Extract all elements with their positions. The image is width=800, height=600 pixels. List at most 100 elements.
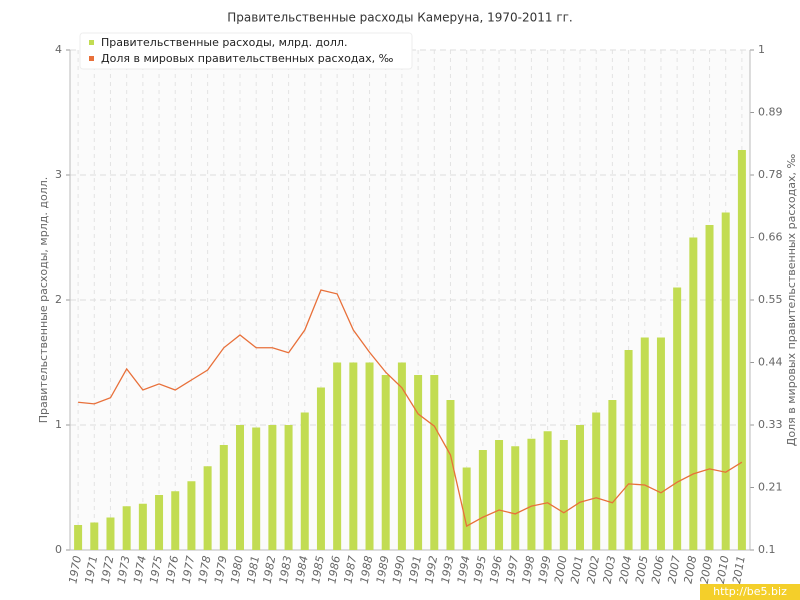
bar [349, 362, 358, 550]
y2-tick-label: 0.89 [758, 106, 783, 119]
legend-entry: Доля в мировых правительственных расхода… [101, 52, 394, 65]
bar [737, 150, 746, 550]
line [78, 289, 743, 528]
x-tick-label: 1989 [374, 555, 392, 585]
bar [268, 425, 277, 550]
bar [252, 427, 261, 550]
x-tick-label: 1979 [212, 555, 230, 585]
watermark: http://be5.biz [713, 585, 787, 598]
bar [576, 425, 584, 550]
bar [236, 425, 244, 550]
bar [543, 431, 552, 550]
y2-tick-label: 0.44 [758, 356, 783, 369]
x-tick-label: 2000 [552, 555, 570, 585]
x-tick-label: 1976 [163, 555, 181, 585]
y-tick-label: 4 [55, 43, 62, 56]
x-tick-label: 1988 [358, 555, 376, 585]
bar [397, 362, 406, 550]
y2-tick-label: 1 [758, 43, 765, 56]
y-tick-label: 3 [55, 168, 62, 181]
x-tick-label: 2007 [665, 555, 683, 585]
bar [721, 212, 730, 550]
x-tick-label: 1972 [99, 555, 117, 585]
x-tick-label: 2009 [698, 555, 716, 585]
y-tick-label: 1 [55, 418, 62, 431]
x-tick-label: 1987 [342, 555, 360, 585]
x-tick-label: 1975 [147, 555, 165, 585]
x-tick-label: 2008 [682, 555, 700, 585]
x-tick-label: 1990 [390, 555, 408, 585]
y2-tick-label: 0.55 [758, 293, 783, 306]
bar [527, 438, 536, 550]
bar [656, 337, 665, 550]
bar [300, 412, 309, 550]
x-tick-label: 1986 [325, 555, 343, 585]
bar [333, 362, 342, 550]
x-tick-label: 2003 [601, 555, 619, 585]
y2-axis-label: Доля в мировых правительственных расхода… [785, 154, 798, 447]
x-tick-label: 1995 [471, 555, 489, 585]
x-tick-label: 1985 [309, 555, 327, 585]
x-tick-label: 1981 [244, 555, 262, 585]
bar [171, 491, 180, 550]
x-tick-label: 2010 [714, 555, 732, 585]
bar [673, 287, 682, 550]
x-tick-label: 1970 [66, 555, 84, 585]
y2-tick-label: 0.78 [758, 168, 783, 181]
watermark-bg [700, 584, 800, 600]
bar [284, 425, 293, 550]
x-tick-label: 1983 [277, 555, 295, 585]
bar [106, 517, 115, 550]
bar [624, 350, 633, 550]
legend-swatch [89, 56, 94, 61]
bar [74, 525, 83, 550]
x-tick-label: 1978 [196, 555, 214, 585]
bar [365, 362, 374, 550]
bar [495, 440, 504, 550]
bar [511, 446, 520, 550]
x-tick-label: 1996 [487, 555, 505, 585]
x-tick-label: 1993 [439, 555, 457, 585]
bar [122, 506, 131, 550]
bar [430, 375, 439, 550]
bar [203, 466, 212, 550]
y-axis-label: Правительственные расходы, мрлд. долл. [37, 177, 50, 423]
bar [608, 400, 617, 550]
legend-box [79, 32, 413, 70]
x-tick-label: 1998 [520, 555, 538, 585]
bar [414, 375, 423, 550]
x-tick-label: 1991 [406, 555, 424, 585]
y2-tick-label: 0.33 [758, 418, 783, 431]
y-tick-label: 2 [55, 293, 62, 306]
x-tick-label: 1997 [503, 555, 521, 585]
bar [705, 225, 714, 550]
bar [381, 375, 390, 550]
x-tick-label: 1977 [180, 555, 198, 585]
bar [316, 387, 325, 550]
bar [559, 440, 568, 550]
x-tick-label: 1994 [455, 555, 473, 585]
x-tick-label: 1974 [131, 555, 149, 585]
legend-entry: Правительственные расходы, млрд. долл. [101, 36, 347, 49]
bar [462, 467, 471, 550]
x-tick-label: 2001 [568, 555, 586, 585]
x-tick-label: 2006 [649, 555, 667, 585]
x-tick-label: 1973 [115, 555, 133, 585]
legend-swatch [89, 40, 94, 45]
x-tick-label: 2005 [633, 555, 651, 585]
bar [640, 337, 649, 550]
bar [187, 481, 196, 550]
y-tick-label: 0 [55, 543, 62, 556]
bar [446, 400, 455, 550]
x-tick-label: 2011 [730, 555, 748, 585]
x-tick-label: 1992 [423, 555, 441, 585]
y2-tick-label: 0.21 [758, 481, 783, 494]
bar [478, 450, 487, 550]
x-tick-label: 1971 [83, 555, 101, 585]
x-tick-label: 1982 [261, 555, 279, 585]
x-tick-label: 1999 [536, 555, 554, 585]
bar [155, 495, 164, 550]
y2-tick-label: 0.1 [758, 543, 776, 556]
bar [689, 237, 698, 550]
